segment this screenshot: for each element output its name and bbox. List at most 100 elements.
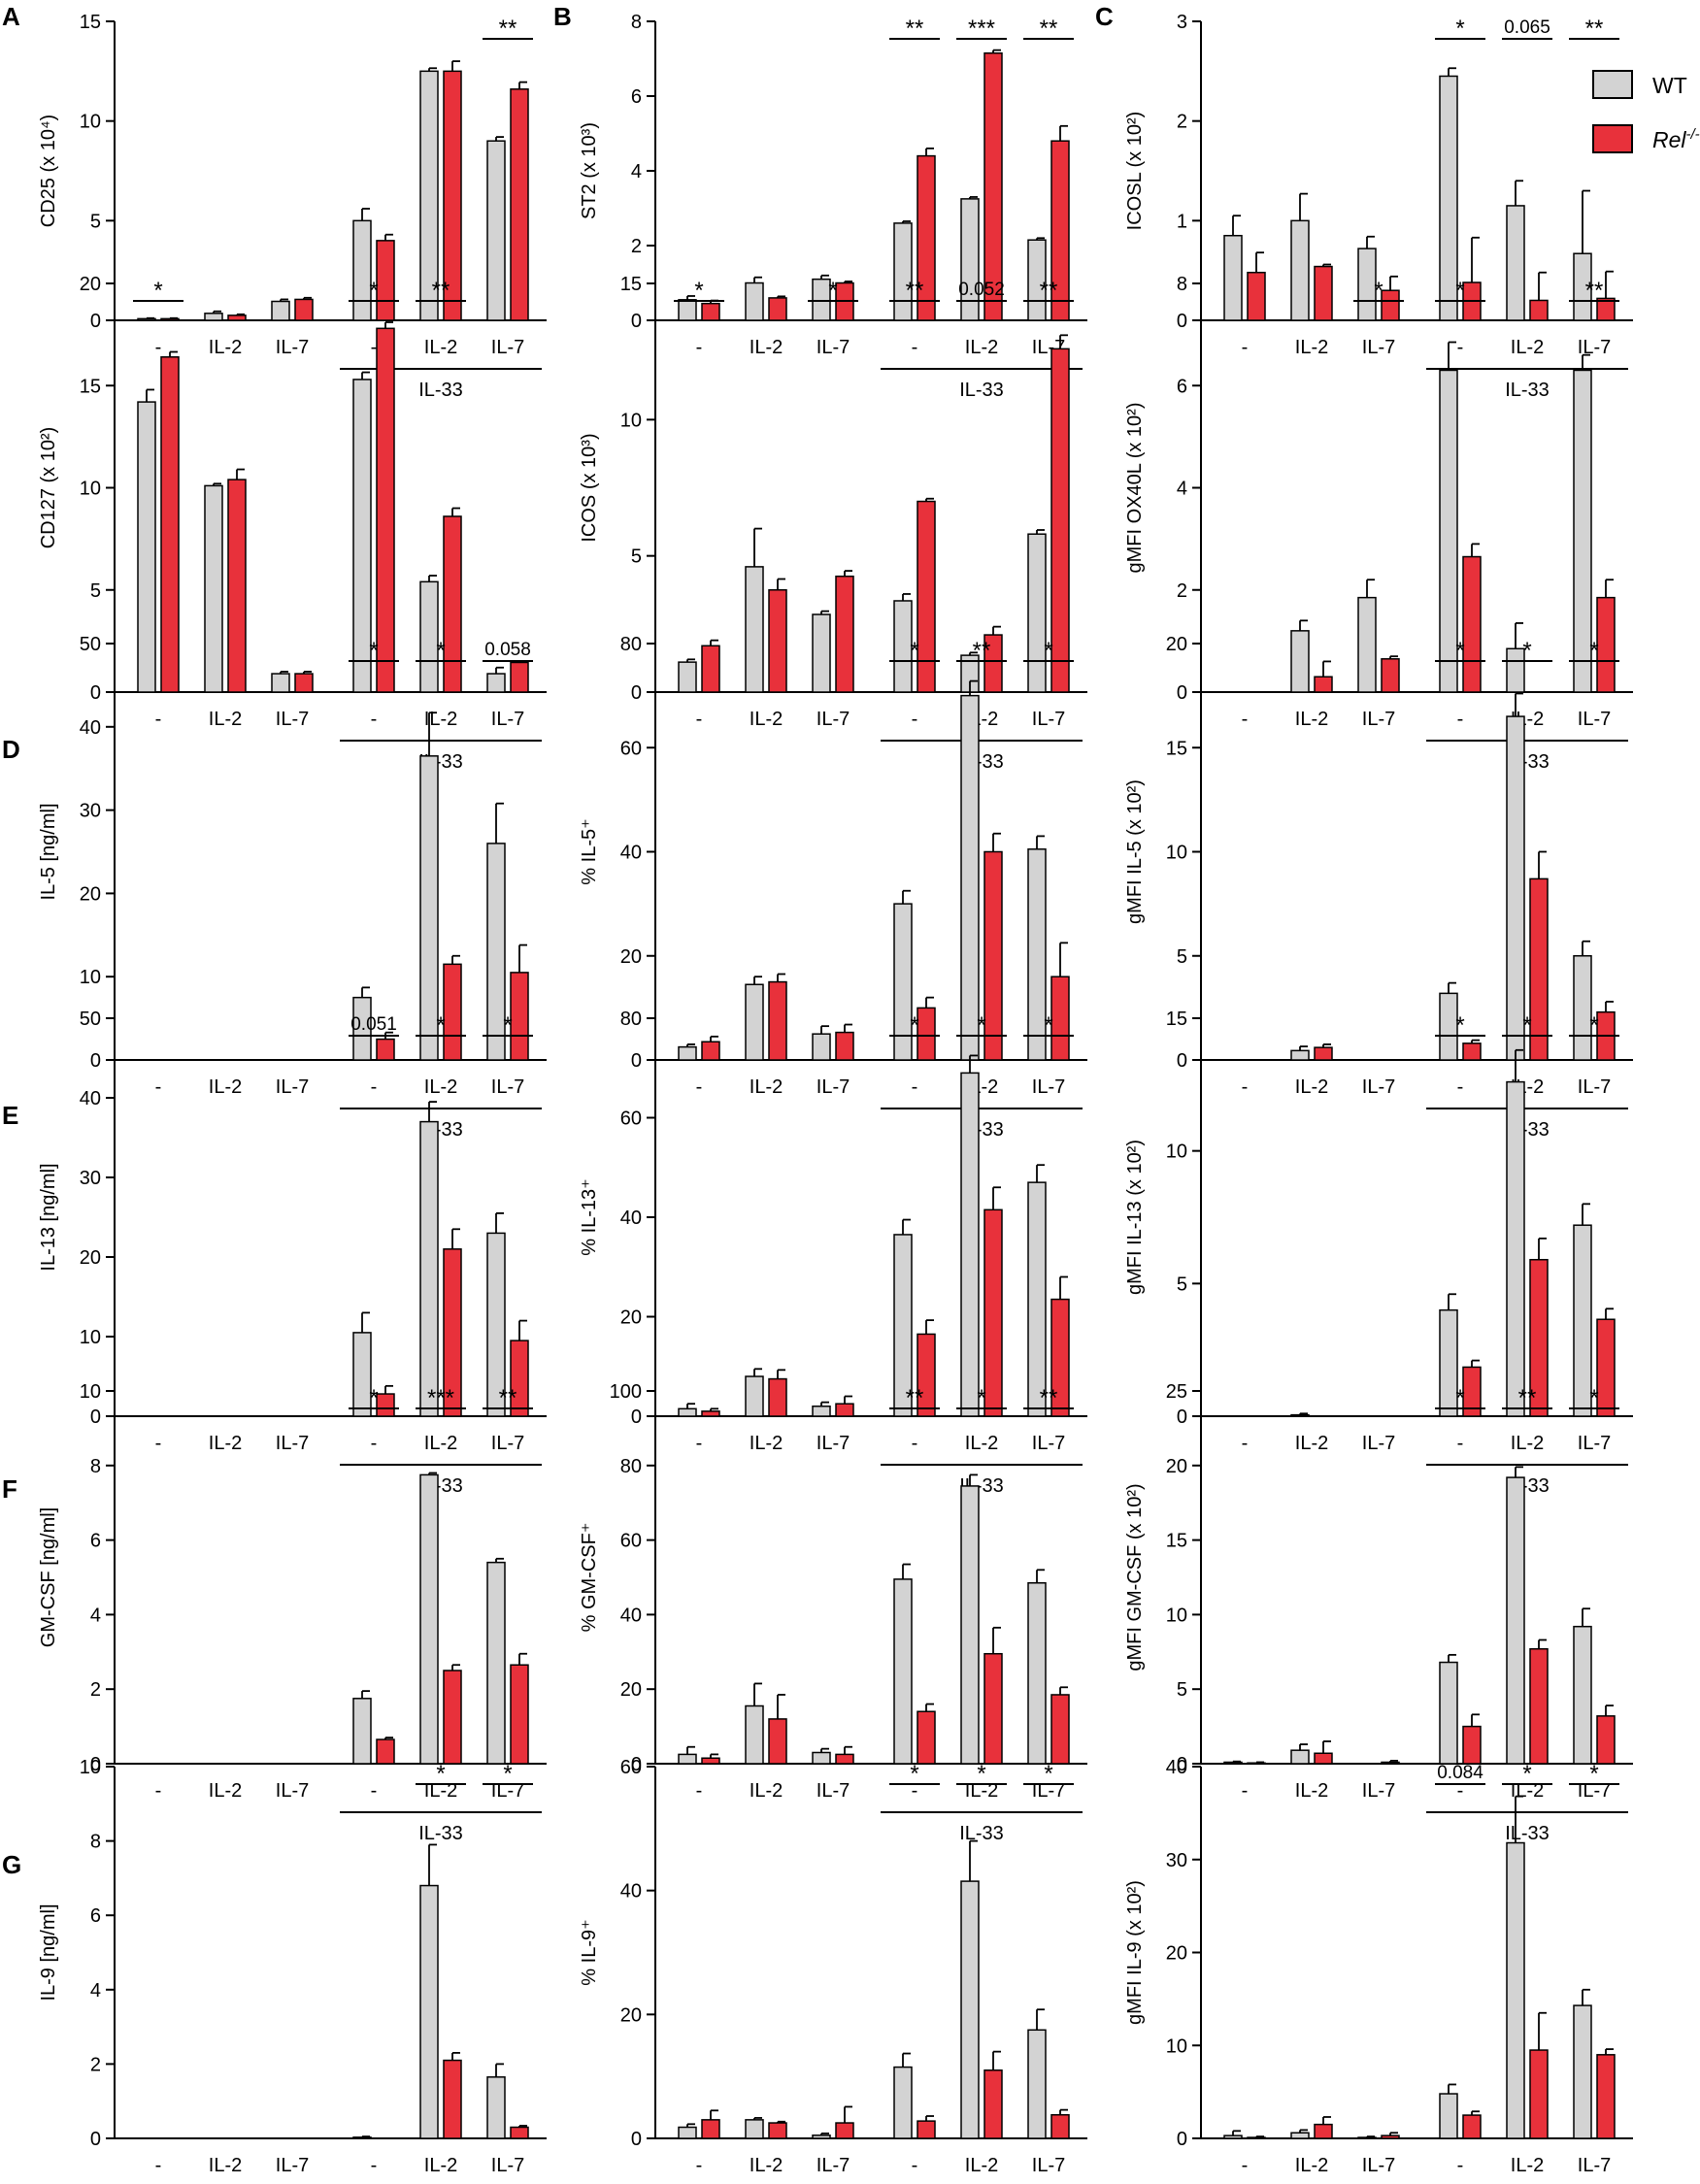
chart-f1: 0 2 4 6 8 10 GM-CSF [ng/ml] - IL-2 IL-7 - IL-2 IL-7 I… [38, 1381, 547, 1844]
bar-wt-1 [745, 983, 764, 1061]
y-tick-label: 3 [1177, 12, 1187, 33]
bar-wt-4 [1506, 1080, 1525, 1417]
bar-wt-4 [419, 1120, 439, 1417]
panel-label-g: G [2, 1850, 21, 1879]
bar-rel-2 [835, 1753, 854, 1765]
chart-g2: 0 20 40 60 % IL-9⁺ - IL-2 IL-7 - IL-2 IL-7 IL-33 * * * [579, 1757, 1087, 2176]
x-tick-label: - [1242, 337, 1249, 358]
significance-label: ** [906, 278, 924, 304]
x-tick-label: - [155, 709, 162, 730]
x-tick-label: - [155, 1780, 162, 1802]
x-tick-label: IL-2 [750, 2155, 783, 2176]
bar-wt-3 [352, 379, 372, 693]
group-bracket-label: IL-33 [959, 380, 1004, 401]
bar-wt-0 [1223, 234, 1243, 321]
y-tick-label: 30 [80, 801, 101, 822]
x-tick-label: IL-7 [1362, 709, 1395, 730]
significance-label: ** [499, 1385, 517, 1411]
y-axis-title: % IL-5⁺ [579, 818, 600, 884]
bar-rel-2 [835, 1403, 854, 1417]
y-tick-label: 0 [1177, 311, 1187, 332]
x-tick-label: IL-2 [424, 337, 457, 358]
y-tick-label: 60 [620, 1757, 642, 1778]
y-tick-label: 6 [631, 86, 642, 108]
y-tick-label: 80 [620, 1456, 642, 1477]
bar-wt-5 [486, 1561, 506, 1765]
y-tick-label: 15 [80, 376, 101, 397]
x-tick-label: IL-7 [1578, 1076, 1611, 1098]
y-axis-title: ICOSL (x 10²) [1124, 112, 1146, 231]
bar-wt-3 [893, 1578, 913, 1765]
group-bracket-label: IL-33 [418, 380, 463, 401]
x-tick-label: IL-7 [276, 1433, 309, 1454]
x-tick-label: IL-2 [965, 1433, 998, 1454]
bar-wt-4 [960, 1072, 980, 1417]
bar-wt-0 [137, 401, 156, 693]
x-tick-label: IL-7 [491, 709, 524, 730]
significance-label: * [977, 1012, 985, 1039]
y-tick-label: 1 [1177, 211, 1187, 232]
x-tick-label: IL-7 [1362, 337, 1395, 358]
bar-rel-4 [443, 515, 462, 693]
x-tick-label: - [1457, 337, 1464, 358]
significance-label: *** [968, 16, 995, 42]
x-tick-label: IL-7 [1578, 1433, 1611, 1454]
significance-label: * [977, 1761, 985, 1787]
significance-label: * [910, 1761, 918, 1787]
y-tick-label: 10 [80, 1757, 101, 1778]
chart-a1: 0 5 10 15 CD25 (x 10⁴) - IL-2 IL-7 - IL-2 IL-7 IL-3… [38, 12, 547, 401]
significance-label: 0.084 [1437, 1763, 1483, 1783]
y-tick-label: 0 [90, 1406, 101, 1428]
significance-label: ** [1585, 16, 1604, 42]
bar-wt-5 [1027, 1582, 1047, 1765]
bar-wt-4 [960, 694, 980, 1061]
significance-label: * [1044, 638, 1052, 664]
x-tick-label: IL-7 [1032, 1076, 1065, 1098]
y-tick-label: 0 [1177, 682, 1187, 704]
bar-wt-0 [678, 661, 697, 693]
bar-wt-2 [812, 1406, 831, 1417]
bar-rel-2 [1381, 1761, 1400, 1765]
bar-rel-5 [1596, 1318, 1616, 1417]
y-tick-label: 60 [620, 738, 642, 759]
group-bracket-label: IL-33 [1505, 1823, 1550, 1844]
x-tick-label: IL-7 [491, 1780, 524, 1802]
legend-label-rel-main: Rel [1652, 127, 1686, 152]
y-tick-label: 0 [90, 1754, 101, 1775]
y-axis-title: IL-5 [ng/ml] [38, 803, 59, 900]
y-tick-label: 0 [90, 2129, 101, 2150]
significance-label: * [1589, 1012, 1598, 1039]
bar-wt-5 [486, 140, 506, 321]
significance-label: * [369, 638, 378, 664]
bar-rel-3 [917, 500, 936, 693]
y-tick-label: 20 [80, 1247, 101, 1269]
bar-rel-2 [294, 298, 314, 321]
significance-label: * [910, 638, 918, 664]
x-tick-label: IL-7 [491, 2155, 524, 2176]
significance-label: * [1589, 1385, 1598, 1411]
bar-wt-0 [1223, 2134, 1243, 2139]
y-tick-label: 8 [1177, 274, 1187, 295]
y-tick-label: 5 [1177, 1274, 1187, 1295]
significance-label: ** [973, 638, 991, 664]
bar-wt-2 [812, 1751, 831, 1765]
bar-wt-4 [419, 1884, 439, 2139]
y-tick-label: 10 [80, 479, 101, 500]
significance-label: * [1044, 1012, 1052, 1039]
x-tick-label: IL-2 [424, 2155, 457, 2176]
y-tick-label: 40 [80, 717, 101, 739]
y-axis-title: CD25 (x 10⁴) [38, 115, 59, 227]
y-tick-label: 15 [1166, 1009, 1187, 1030]
bar-rel-1 [768, 2122, 787, 2139]
x-tick-label: - [1242, 1780, 1249, 1802]
y-tick-label: 50 [80, 1009, 101, 1030]
bar-wt-0 [678, 299, 697, 321]
significance-label: * [1455, 638, 1464, 664]
x-tick-label: IL-7 [276, 1076, 309, 1098]
x-tick-label: - [371, 1076, 378, 1098]
bar-wt-4 [960, 1880, 980, 2139]
x-tick-label: - [912, 1076, 918, 1098]
x-tick-label: IL-2 [750, 1433, 783, 1454]
bar-wt-1 [1290, 1413, 1310, 1417]
y-tick-label: 20 [620, 1679, 642, 1701]
